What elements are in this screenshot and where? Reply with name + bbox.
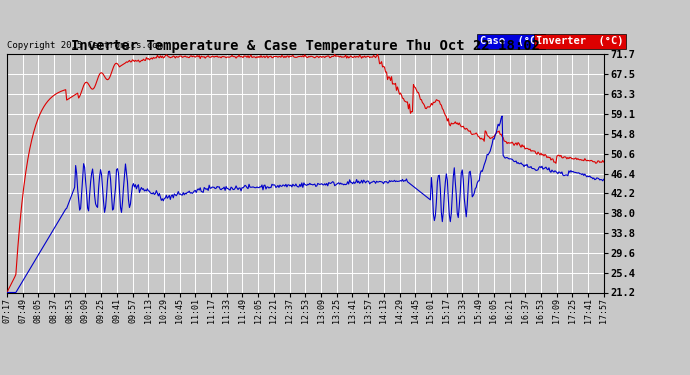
Title: Inverter Temperature & Case Temperature Thu Oct 22 18:02: Inverter Temperature & Case Temperature … [71, 39, 540, 53]
Text: Copyright 2015 Cartronics.com: Copyright 2015 Cartronics.com [7, 40, 163, 50]
Text: Case  (°C): Case (°C) [480, 36, 542, 46]
Text: Inverter  (°C): Inverter (°C) [536, 36, 624, 46]
